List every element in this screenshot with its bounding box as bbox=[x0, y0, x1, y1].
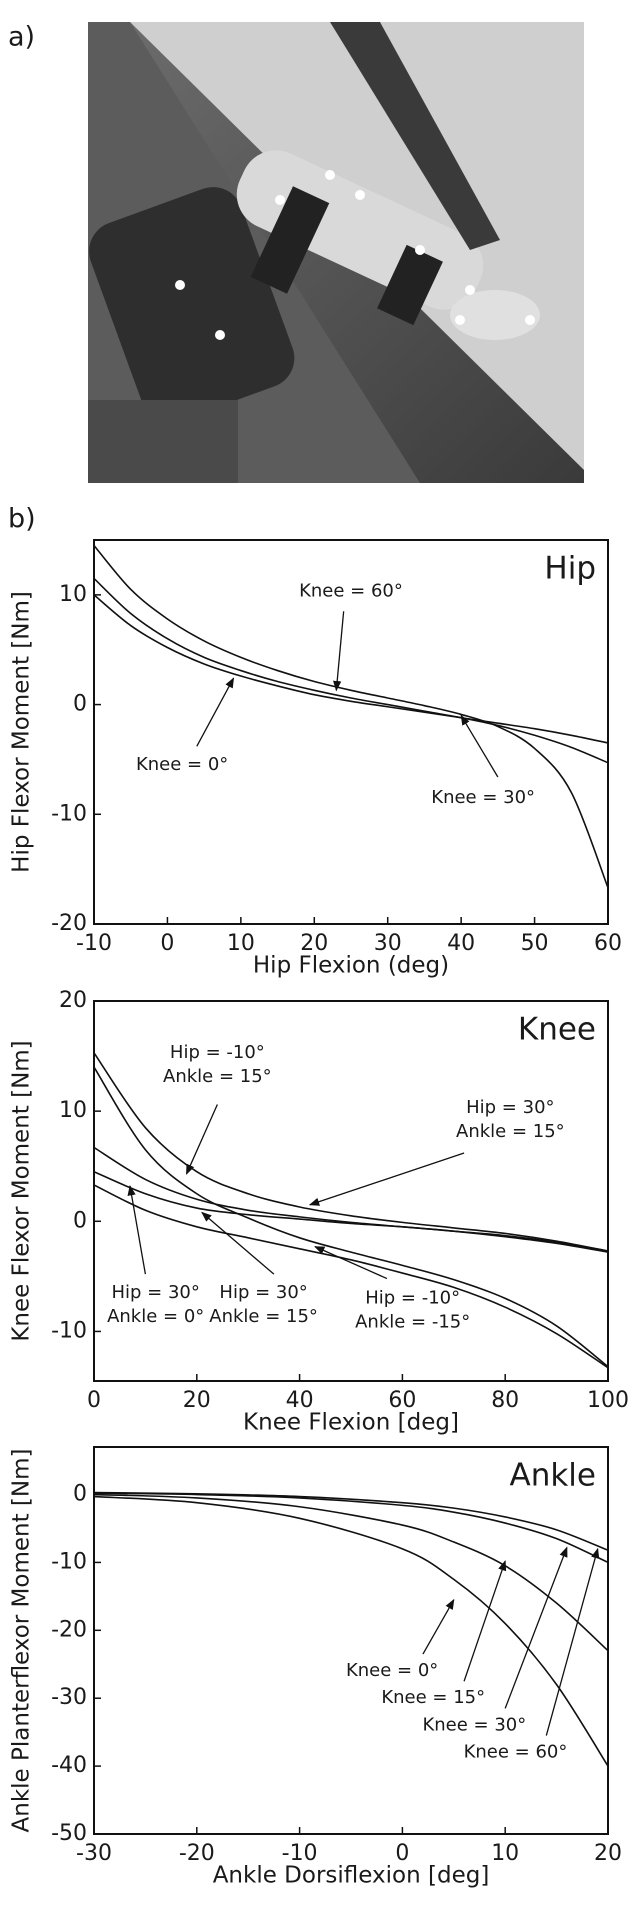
y-tick-label: -10 bbox=[51, 1549, 87, 1574]
annotation: Hip = -10° bbox=[365, 1287, 460, 1308]
x-tick-label: 20 bbox=[183, 1388, 211, 1413]
x-tick-label: 30 bbox=[374, 931, 402, 956]
annotation: Hip = 30° bbox=[466, 1097, 554, 1118]
y-tick-label: -20 bbox=[51, 1617, 87, 1642]
curve bbox=[94, 1052, 608, 1252]
annotation-arrow bbox=[504, 1546, 568, 1709]
x-tick-label: 20 bbox=[300, 931, 328, 956]
curve bbox=[94, 1066, 608, 1368]
photo bbox=[88, 22, 584, 483]
y-tick-label: 0 bbox=[73, 1482, 87, 1507]
x-tick-label: 50 bbox=[521, 931, 549, 956]
y-tick-label: -10 bbox=[51, 801, 87, 826]
x-axis-label: Knee Flexion [deg] bbox=[243, 1410, 459, 1436]
annotation-arrow bbox=[308, 1152, 465, 1206]
annotation: Ankle = -15° bbox=[355, 1311, 470, 1332]
annotation-arrow bbox=[333, 611, 345, 692]
x-tick-label: 40 bbox=[286, 1388, 314, 1413]
annotation: Knee = 30° bbox=[422, 1714, 526, 1735]
curve bbox=[94, 1493, 608, 1652]
panel-label: a) bbox=[8, 22, 35, 53]
annotation-arrow bbox=[201, 1211, 275, 1275]
y-tick-label: 0 bbox=[73, 692, 87, 717]
axes-frame bbox=[93, 1000, 609, 1382]
y-tick-label: 10 bbox=[59, 1098, 87, 1123]
annotation-arrow bbox=[314, 1246, 388, 1280]
annotation: Ankle = 15° bbox=[456, 1121, 565, 1142]
curve bbox=[94, 594, 608, 744]
annotation: Ankle = 15° bbox=[209, 1306, 318, 1327]
panel-title: Ankle bbox=[510, 1458, 597, 1494]
y-tick-label: -20 bbox=[51, 911, 87, 936]
curve bbox=[94, 1146, 608, 1253]
annotation: Ankle = 0° bbox=[107, 1306, 204, 1327]
y-tick-label: 10 bbox=[59, 582, 87, 607]
x-tick-label: 0 bbox=[395, 1841, 409, 1866]
curve bbox=[94, 1495, 608, 1767]
axes-frame bbox=[93, 539, 609, 925]
annotation: Knee = 0° bbox=[346, 1660, 438, 1681]
x-tick-label: 40 bbox=[447, 931, 475, 956]
x-tick-label: 60 bbox=[388, 1388, 416, 1413]
annotation: Hip = 30° bbox=[219, 1282, 307, 1303]
curve bbox=[94, 1170, 608, 1252]
annotation: Knee = 0° bbox=[136, 754, 228, 775]
x-tick-label: -10 bbox=[282, 1841, 318, 1866]
curve bbox=[94, 544, 608, 889]
panel-title: Knee bbox=[518, 1012, 596, 1048]
y-axis-label: Hip Flexor Moment [Nm] bbox=[9, 591, 35, 873]
panel-title: Hip bbox=[544, 551, 596, 587]
y-axis-label: Knee Flexor Moment [Nm] bbox=[9, 1040, 35, 1341]
y-tick-label: 20 bbox=[59, 988, 87, 1013]
y-tick-label: 0 bbox=[73, 1208, 87, 1233]
curve bbox=[94, 1492, 608, 1564]
x-tick-label: 100 bbox=[587, 1388, 629, 1413]
x-tick-label: 60 bbox=[594, 931, 622, 956]
x-axis-label: Hip Flexion (deg) bbox=[253, 953, 449, 979]
annotation-arrow bbox=[196, 677, 235, 747]
curve bbox=[94, 1184, 608, 1369]
annotation: Knee = 15° bbox=[381, 1687, 485, 1708]
x-tick-label: 10 bbox=[227, 931, 255, 956]
y-tick-label: -50 bbox=[51, 1821, 87, 1846]
y-axis-label: Ankle Planterflexor Moment [Nm] bbox=[9, 1449, 35, 1833]
annotation-arrow bbox=[185, 1104, 218, 1175]
annotation: Knee = 60° bbox=[464, 1742, 568, 1763]
x-tick-label: 80 bbox=[491, 1388, 519, 1413]
x-tick-label: 10 bbox=[491, 1841, 519, 1866]
x-tick-label: 20 bbox=[594, 1841, 622, 1866]
panel-label: b) bbox=[8, 504, 36, 535]
x-tick-label: 0 bbox=[160, 931, 174, 956]
annotation: Hip = 30° bbox=[111, 1282, 199, 1303]
x-tick-label: -10 bbox=[76, 931, 112, 956]
annotation-arrow bbox=[460, 714, 499, 778]
x-tick-label: -30 bbox=[76, 1841, 112, 1866]
annotation: Knee = 30° bbox=[431, 787, 535, 808]
annotation-arrow bbox=[545, 1547, 600, 1736]
annotation: Hip = -10° bbox=[170, 1042, 265, 1063]
annotation-arrow bbox=[127, 1185, 147, 1275]
axes-frame bbox=[93, 1446, 609, 1835]
x-axis-label: Ankle Dorsiflexion [deg] bbox=[213, 1863, 490, 1889]
annotation-arrow bbox=[422, 1598, 455, 1655]
curve bbox=[94, 577, 608, 764]
x-tick-label: -20 bbox=[179, 1841, 215, 1866]
annotation-arrow bbox=[463, 1560, 507, 1682]
y-tick-label: -40 bbox=[51, 1753, 87, 1778]
annotation: Ankle = 15° bbox=[163, 1066, 272, 1087]
x-tick-label: 0 bbox=[87, 1388, 101, 1413]
annotation: Knee = 60° bbox=[299, 581, 403, 602]
y-tick-label: -10 bbox=[51, 1318, 87, 1343]
y-tick-label: -30 bbox=[51, 1685, 87, 1710]
